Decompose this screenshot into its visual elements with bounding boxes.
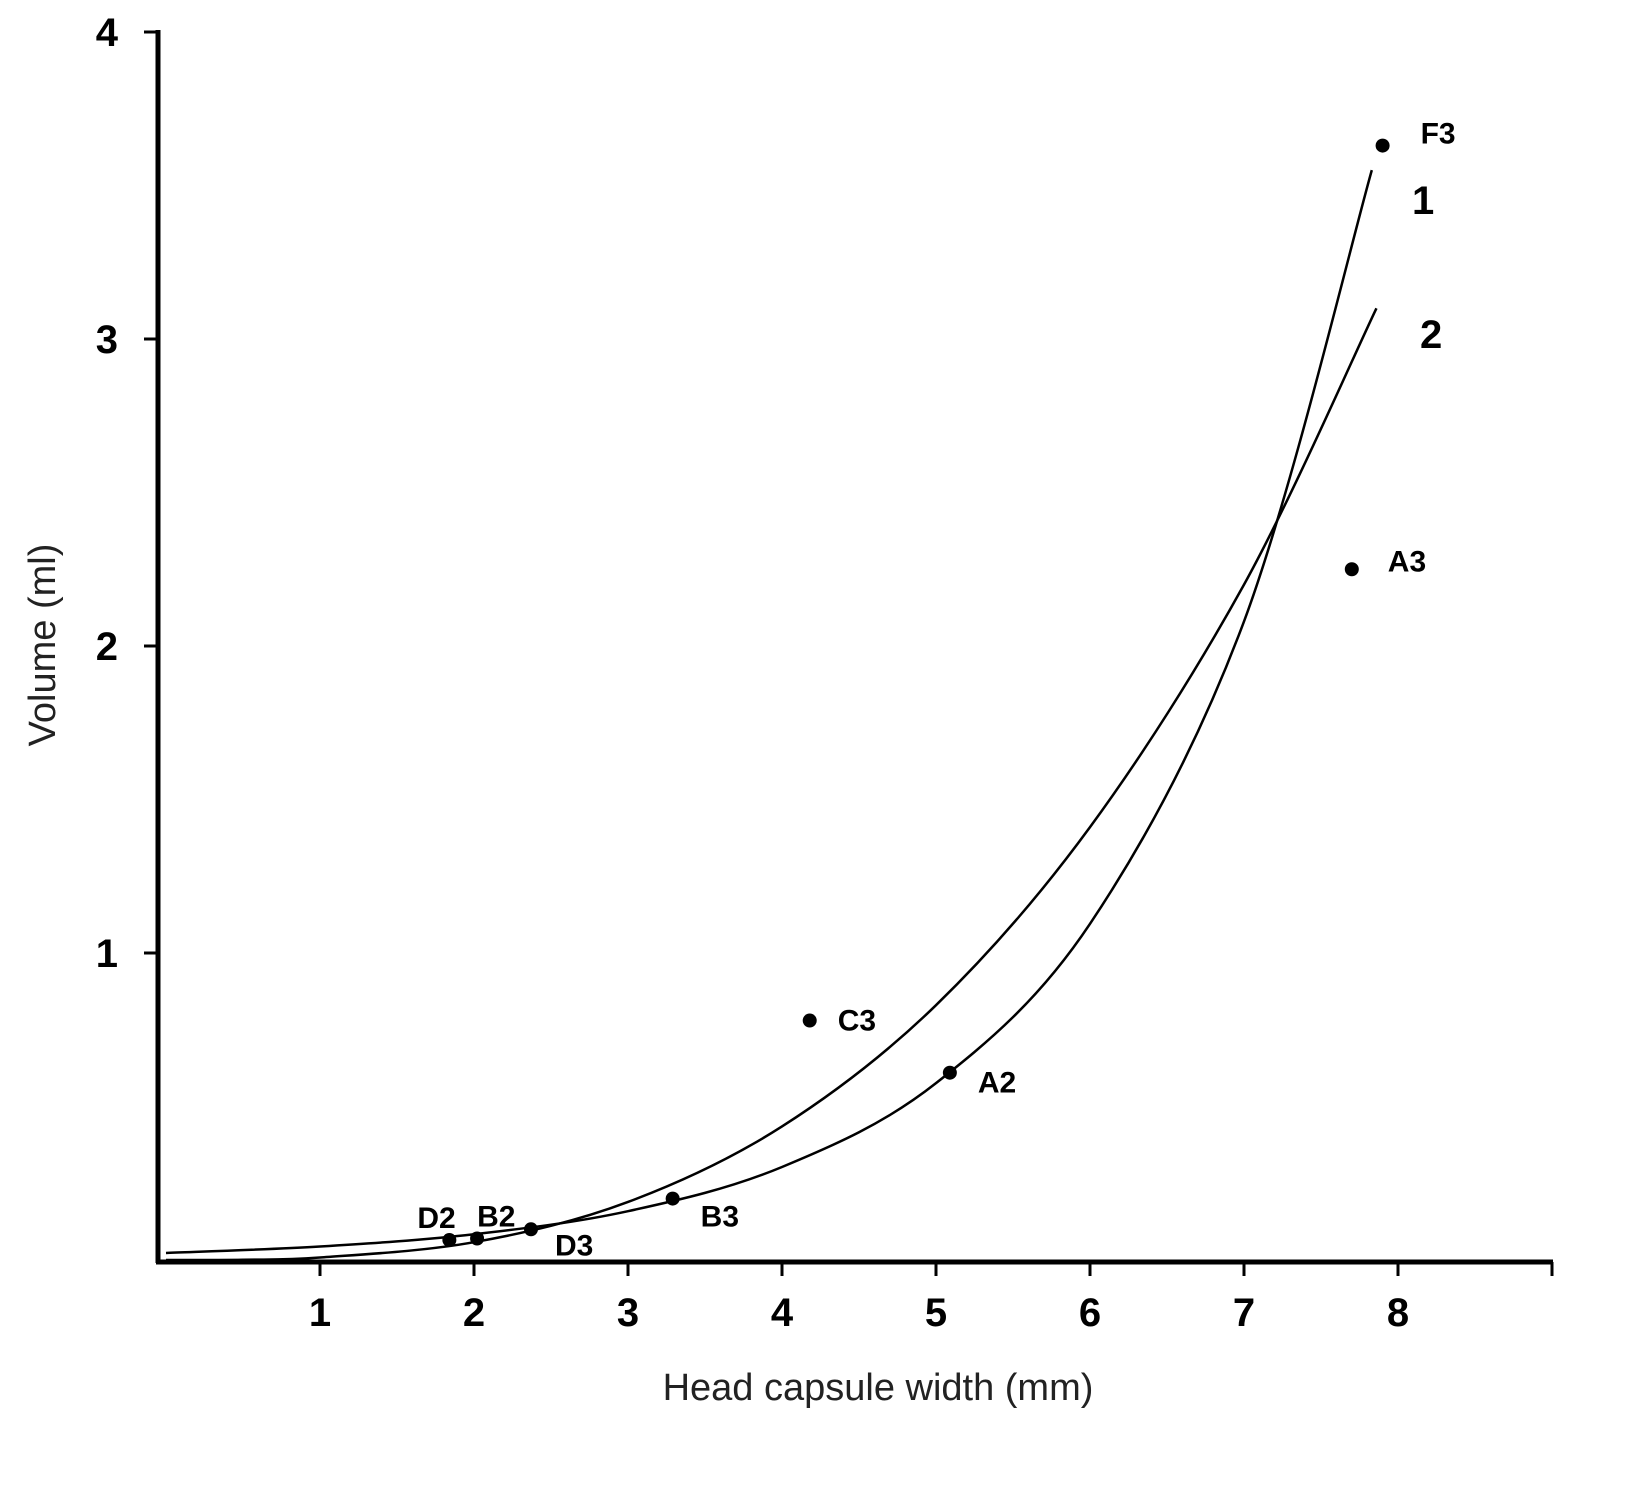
x-tick-label: 8 [1387,1291,1409,1335]
point-label-D2: D2 [417,1202,455,1235]
data-point-B3 [665,1191,680,1206]
x-tick-label: 5 [925,1291,947,1335]
data-point-D3 [523,1222,538,1237]
data-point-A3 [1344,562,1359,577]
x-tick-label: 2 [463,1291,485,1335]
y-tick-label: 2 [96,625,118,669]
y-axis-label: Volume (ml) [22,544,64,747]
data-point-D2 [442,1233,457,1248]
curve-label-1: 1 [1412,179,1434,223]
point-label-A3: A3 [1388,545,1426,578]
x-tick-label: 6 [1079,1291,1101,1335]
curve-2 [165,307,1378,1262]
point-label-A2: A2 [978,1067,1016,1100]
y-tick-label: 1 [96,932,118,976]
x-tick-label: 4 [771,1291,794,1335]
curve-label-2: 2 [1420,313,1442,357]
point-label-F3: F3 [1421,118,1456,151]
y-tick-label: 3 [96,318,118,362]
curve-1 [165,169,1374,1255]
point-label-D3: D3 [555,1229,593,1262]
x-tick-label: 1 [309,1291,331,1335]
data-point-A2 [942,1065,957,1080]
point-label-B3: B3 [701,1201,739,1234]
point-label-B2: B2 [477,1201,515,1234]
data-point-F3 [1375,138,1390,153]
y-tick-label: 4 [96,11,119,55]
x-axis-label: Head capsule width (mm) [663,1367,1094,1409]
point-label-C3: C3 [838,1005,876,1038]
x-tick-label: 7 [1233,1291,1255,1335]
data-point-B2 [470,1231,485,1246]
x-tick-label: 3 [617,1291,639,1335]
data-point-C3 [802,1013,817,1028]
